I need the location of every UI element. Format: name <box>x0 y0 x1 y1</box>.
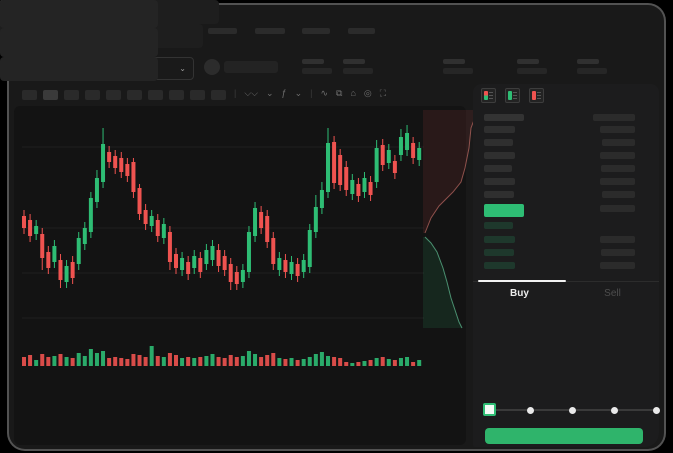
candle-style-icon[interactable]: ⌵⌵ <box>244 87 258 98</box>
interval-chip[interactable] <box>106 90 121 100</box>
trade-form <box>0 0 158 81</box>
stat-value-placeholder <box>302 68 332 74</box>
slider-stop-dot[interactable] <box>610 406 618 414</box>
chart-toolbar: | ⌵⌵ ⌄ ƒ ⌄ | ∿ ⧉ ⌂ ◎ ⛶ <box>234 87 386 99</box>
order-book-amount-bar <box>600 178 635 185</box>
indicator-chevron-icon[interactable]: ⌄ <box>294 87 303 98</box>
order-input-placeholder[interactable] <box>0 0 158 28</box>
order-book-price-bar <box>484 262 515 269</box>
nav-item-placeholder[interactable] <box>348 28 375 34</box>
order-book-amount-bar <box>600 152 635 159</box>
order-book-amount-bar <box>600 126 635 133</box>
depth-chart <box>423 110 477 329</box>
stat-value-placeholder <box>517 68 547 74</box>
order-book-amount-bar <box>601 249 635 256</box>
stat-label-placeholder <box>517 59 539 64</box>
divider: | <box>310 88 313 98</box>
book-bids-view-icon[interactable] <box>505 88 520 103</box>
order-input-placeholder[interactable] <box>0 57 158 81</box>
order-book-price-bar <box>484 152 515 159</box>
order-book-amount-bar <box>600 262 635 269</box>
candle-style-chevron-icon[interactable]: ⌄ <box>266 87 274 98</box>
candlestick-chart[interactable] <box>22 112 424 332</box>
chevron-down-icon: ⌄ <box>179 63 186 73</box>
order-book-price-bar <box>484 249 514 256</box>
book-asks-view-icon[interactable] <box>529 88 544 103</box>
last-price-highlight <box>484 204 524 217</box>
order-book-price-bar <box>484 236 515 243</box>
order-book-amount-bar <box>601 165 635 172</box>
stat-label-placeholder <box>302 59 324 64</box>
trade-tabs-divider <box>473 281 659 282</box>
stat-value-placeholder <box>577 68 607 74</box>
interval-chip[interactable] <box>211 90 226 100</box>
line-tool-icon[interactable]: ∿ <box>320 87 328 98</box>
stat-value-placeholder <box>343 68 373 74</box>
amount-slider-handle[interactable] <box>483 403 496 416</box>
order-book-price-bar <box>484 178 515 185</box>
order-book-price-bar <box>484 114 524 121</box>
interval-chip[interactable] <box>148 90 163 100</box>
divider: | <box>234 88 237 98</box>
buy-submit-button[interactable] <box>485 428 643 444</box>
buy-tab-underline <box>478 280 566 282</box>
compare-icon[interactable]: ⧉ <box>336 87 343 98</box>
order-book-view-toggles <box>481 88 544 103</box>
order-input-placeholder[interactable] <box>0 28 158 57</box>
interval-chip[interactable] <box>127 90 142 100</box>
slider-stop-dot[interactable] <box>569 406 576 414</box>
interval-chip[interactable] <box>169 90 184 100</box>
volume-chart <box>22 346 422 366</box>
interval-chip[interactable] <box>43 90 58 100</box>
tab-buy[interactable]: Buy <box>510 288 529 299</box>
order-book-price-bar <box>484 126 515 133</box>
order-book-price-bar <box>484 222 513 229</box>
camera-icon[interactable]: ⌂ <box>350 88 356 98</box>
nav-item-placeholder[interactable] <box>208 28 237 34</box>
nav-item-placeholder[interactable] <box>255 28 285 34</box>
stat-value-placeholder <box>443 68 473 74</box>
order-book-amount-bar <box>602 191 635 198</box>
interval-chip[interactable] <box>64 90 79 100</box>
stat-label-placeholder <box>343 59 365 64</box>
stat-label-placeholder <box>443 59 465 64</box>
book-split-view-icon[interactable] <box>481 88 496 103</box>
indicator-icon[interactable]: ƒ <box>281 88 287 98</box>
order-book-amount-bar <box>600 236 635 243</box>
interval-chip[interactable] <box>85 90 100 100</box>
interval-chip[interactable] <box>190 90 205 100</box>
order-book-price-bar <box>484 165 512 172</box>
stat-label-placeholder <box>577 59 599 64</box>
slider-stop-dot[interactable] <box>527 406 535 414</box>
order-book-amount-bar <box>600 205 635 212</box>
pair-avatar <box>204 59 220 75</box>
fullscreen-icon[interactable]: ⛶ <box>379 87 387 98</box>
order-book-amount-bar <box>602 139 635 146</box>
order-book-price-bar <box>484 191 514 198</box>
order-book-price-bar <box>484 139 513 146</box>
order-book-amount-bar <box>593 114 635 121</box>
settings-icon[interactable]: ◎ <box>363 87 372 98</box>
nav-item-placeholder[interactable] <box>302 28 330 34</box>
interval-chip[interactable] <box>22 90 37 100</box>
slider-stop-dot[interactable] <box>652 406 660 414</box>
tab-sell[interactable]: Sell <box>604 288 621 299</box>
pair-name-placeholder <box>224 61 278 73</box>
